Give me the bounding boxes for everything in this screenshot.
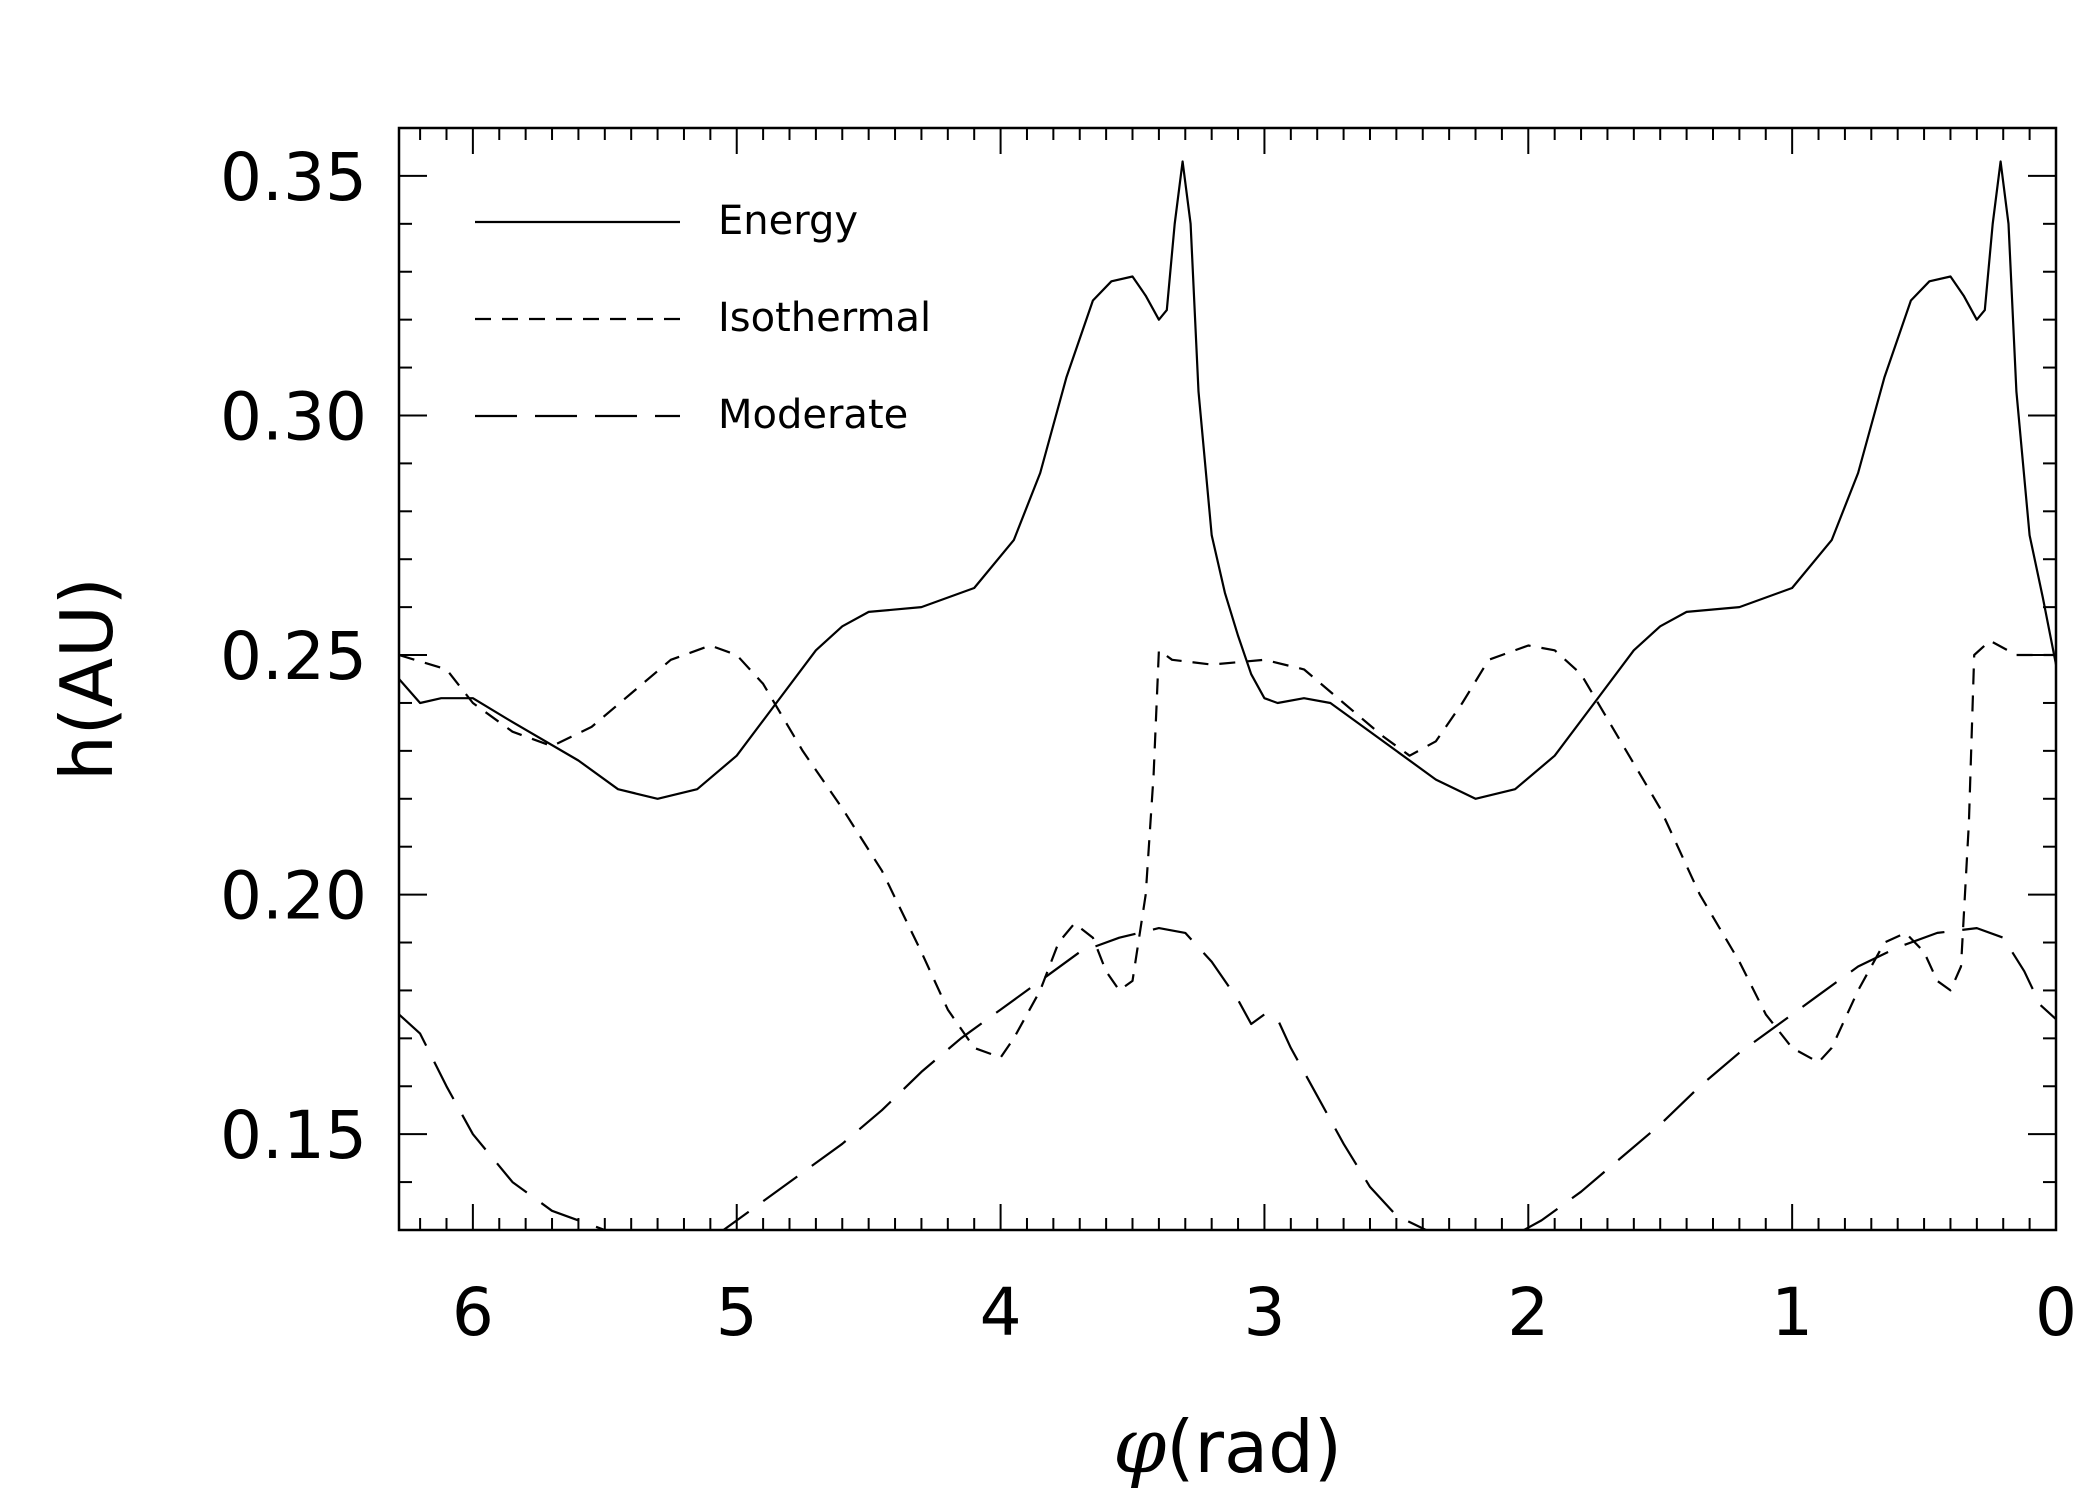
legend-label: Isothermal — [718, 295, 931, 341]
x-tick-label: 5 — [716, 1274, 758, 1351]
x-axis-title: φ(rad) — [1113, 1401, 1342, 1490]
x-tick-label: 1 — [1771, 1274, 1813, 1351]
legend-item-energy: Energy — [475, 198, 858, 244]
x-tick-label: 4 — [980, 1274, 1022, 1351]
y-tick-label: 0.35 — [220, 139, 367, 216]
plot-frame — [397, 126, 2058, 1232]
ticks-layer — [399, 127, 2057, 1231]
series-line-isothermal — [399, 639, 2056, 1064]
y-axis-title: h(AU) — [45, 577, 129, 781]
x-tick-label: 2 — [1507, 1274, 1549, 1351]
legend-label: Energy — [718, 198, 858, 244]
x-tick-label: 0 — [2035, 1274, 2077, 1351]
legend-label: Moderate — [718, 392, 908, 438]
x-axis-unit: (rad) — [1166, 1405, 1342, 1489]
y-tick-label: 0.30 — [220, 378, 367, 455]
legend: Energy Isothermal Moderate — [475, 198, 931, 438]
x-tick-label: 3 — [1243, 1274, 1285, 1351]
labels-layer: 6 5 4 3 2 1 0 0.15 0.20 0.25 0.30 0.35 — [220, 139, 2077, 1351]
legend-item-moderate: Moderate — [475, 392, 908, 438]
series-line-energy — [399, 160, 2056, 800]
x-axis-symbol: φ — [1113, 1401, 1166, 1490]
x-tick-label: 6 — [452, 1274, 494, 1351]
y-tick-label: 0.25 — [220, 618, 367, 695]
y-tick-label: 0.15 — [220, 1097, 367, 1174]
series-line-moderate — [399, 927, 2056, 1230]
y-tick-label: 0.20 — [220, 858, 367, 935]
legend-item-isothermal: Isothermal — [475, 295, 931, 341]
series-layer — [399, 160, 2056, 1230]
